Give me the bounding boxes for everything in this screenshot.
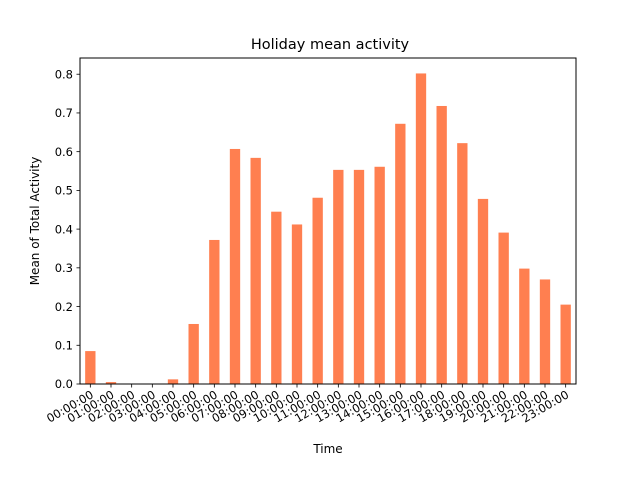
bar-18 — [457, 143, 468, 384]
bar-12 — [333, 169, 344, 384]
y-tick-label: 0.7 — [55, 106, 73, 120]
bar-17 — [436, 105, 447, 385]
bar-23 — [560, 304, 571, 384]
bar-16 — [415, 73, 427, 385]
y-tick-label: 0.2 — [55, 300, 73, 314]
x-axis-label: Time — [312, 442, 342, 456]
bar-07 — [229, 148, 241, 384]
chart-title: Holiday mean activity — [251, 37, 410, 53]
bar-20 — [498, 232, 509, 384]
y-tick-label: 0.1 — [55, 338, 73, 352]
bar-09 — [271, 211, 282, 384]
x-axis: 00:00:0001:00:0002:00:0003:00:0004:00:00… — [44, 384, 571, 425]
bar-08 — [250, 157, 261, 384]
bar-11 — [312, 197, 323, 384]
bar-06 — [209, 239, 220, 384]
bar-04 — [167, 379, 179, 384]
bars-group — [85, 73, 571, 385]
y-axis: 0.0 0.1 0.2 0.3 0.4 0.5 0.6 0.7 0.8 — [55, 67, 80, 391]
y-tick-label: 0.4 — [55, 222, 73, 236]
bar-13 — [353, 169, 365, 384]
bar-10 — [291, 224, 303, 384]
bar-15 — [395, 123, 406, 384]
bar-14 — [374, 166, 385, 384]
bar-21 — [519, 268, 530, 384]
bar-22 — [539, 279, 551, 384]
plot-frame — [79, 57, 577, 385]
bar-01 — [105, 382, 117, 384]
y-tick-label: 0.6 — [55, 145, 73, 159]
bar-05 — [188, 323, 199, 384]
y-tick-label: 0.3 — [55, 261, 73, 275]
y-tick-label: 0.5 — [55, 184, 73, 198]
y-tick-label: 0.8 — [55, 67, 73, 81]
bar-00 — [85, 351, 96, 384]
y-axis-label: Mean of Total Activity — [28, 157, 42, 286]
y-tick-label: 0.0 — [55, 377, 73, 391]
bar-19 — [477, 198, 489, 384]
